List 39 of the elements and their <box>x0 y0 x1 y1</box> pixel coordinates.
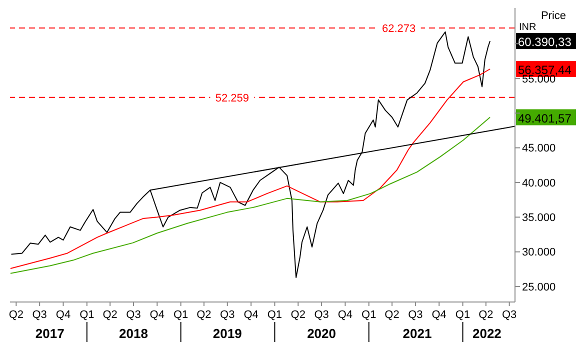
x-tick-label: Q2 <box>290 309 306 321</box>
x-tick-label: Q2 <box>196 309 212 321</box>
ref-line-label: 52.259 <box>215 92 250 104</box>
x-tick-label: Q3 <box>220 309 235 321</box>
x-tick-label: Q1 <box>362 309 376 321</box>
x2-tick-label: 2022 <box>472 326 502 341</box>
x-tick-label: Q1 <box>267 309 282 321</box>
x-tick-label: Q4 <box>56 309 71 321</box>
x-tick-label: Q4 <box>150 309 164 321</box>
x2-tick-label: 2017 <box>35 326 64 341</box>
x2-tick-label: 2018 <box>119 326 148 341</box>
ref-line-label: 62.273 <box>382 22 416 35</box>
x-tick-label: Q1 <box>80 309 94 321</box>
x-tick-label: Q4 <box>338 309 353 321</box>
y-tick-label: 35.000 <box>522 212 556 224</box>
text: 60.390,33 <box>518 35 572 50</box>
x-tick-label: Q2 <box>102 309 118 321</box>
x-tick-label: Q2 <box>384 309 400 321</box>
y-tick-label: 40.000 <box>522 177 556 190</box>
y-axis-title: Price <box>540 10 566 22</box>
x2-tick-label: 2020 <box>307 326 336 341</box>
x-tick-label: Q2 <box>478 309 494 321</box>
x-tick-label: Q3 <box>408 309 423 321</box>
x-tick-label: Q2 <box>8 309 24 321</box>
x-tick-label: Q3 <box>32 309 47 321</box>
x-tick-label: Q1 <box>455 309 470 321</box>
x-tick-label: Q3 <box>314 309 329 321</box>
x-tick-label: Q3 <box>126 309 141 321</box>
x-tick-label: Q4 <box>432 309 446 321</box>
x-tick-label: Q4 <box>244 309 258 321</box>
y-tick-label: 30.000 <box>522 246 556 259</box>
x2-tick-label: 2021 <box>402 326 432 341</box>
text: 49.401,57 <box>518 111 572 126</box>
x2-tick-label: 2019 <box>212 326 242 341</box>
x-tick-label: Q3 <box>502 309 517 321</box>
text: INR <box>519 22 536 33</box>
x-tick-label: Q1 <box>173 309 188 321</box>
y-tick-label: 25.000 <box>522 281 556 294</box>
y-tick-label: 45.000 <box>522 142 556 155</box>
